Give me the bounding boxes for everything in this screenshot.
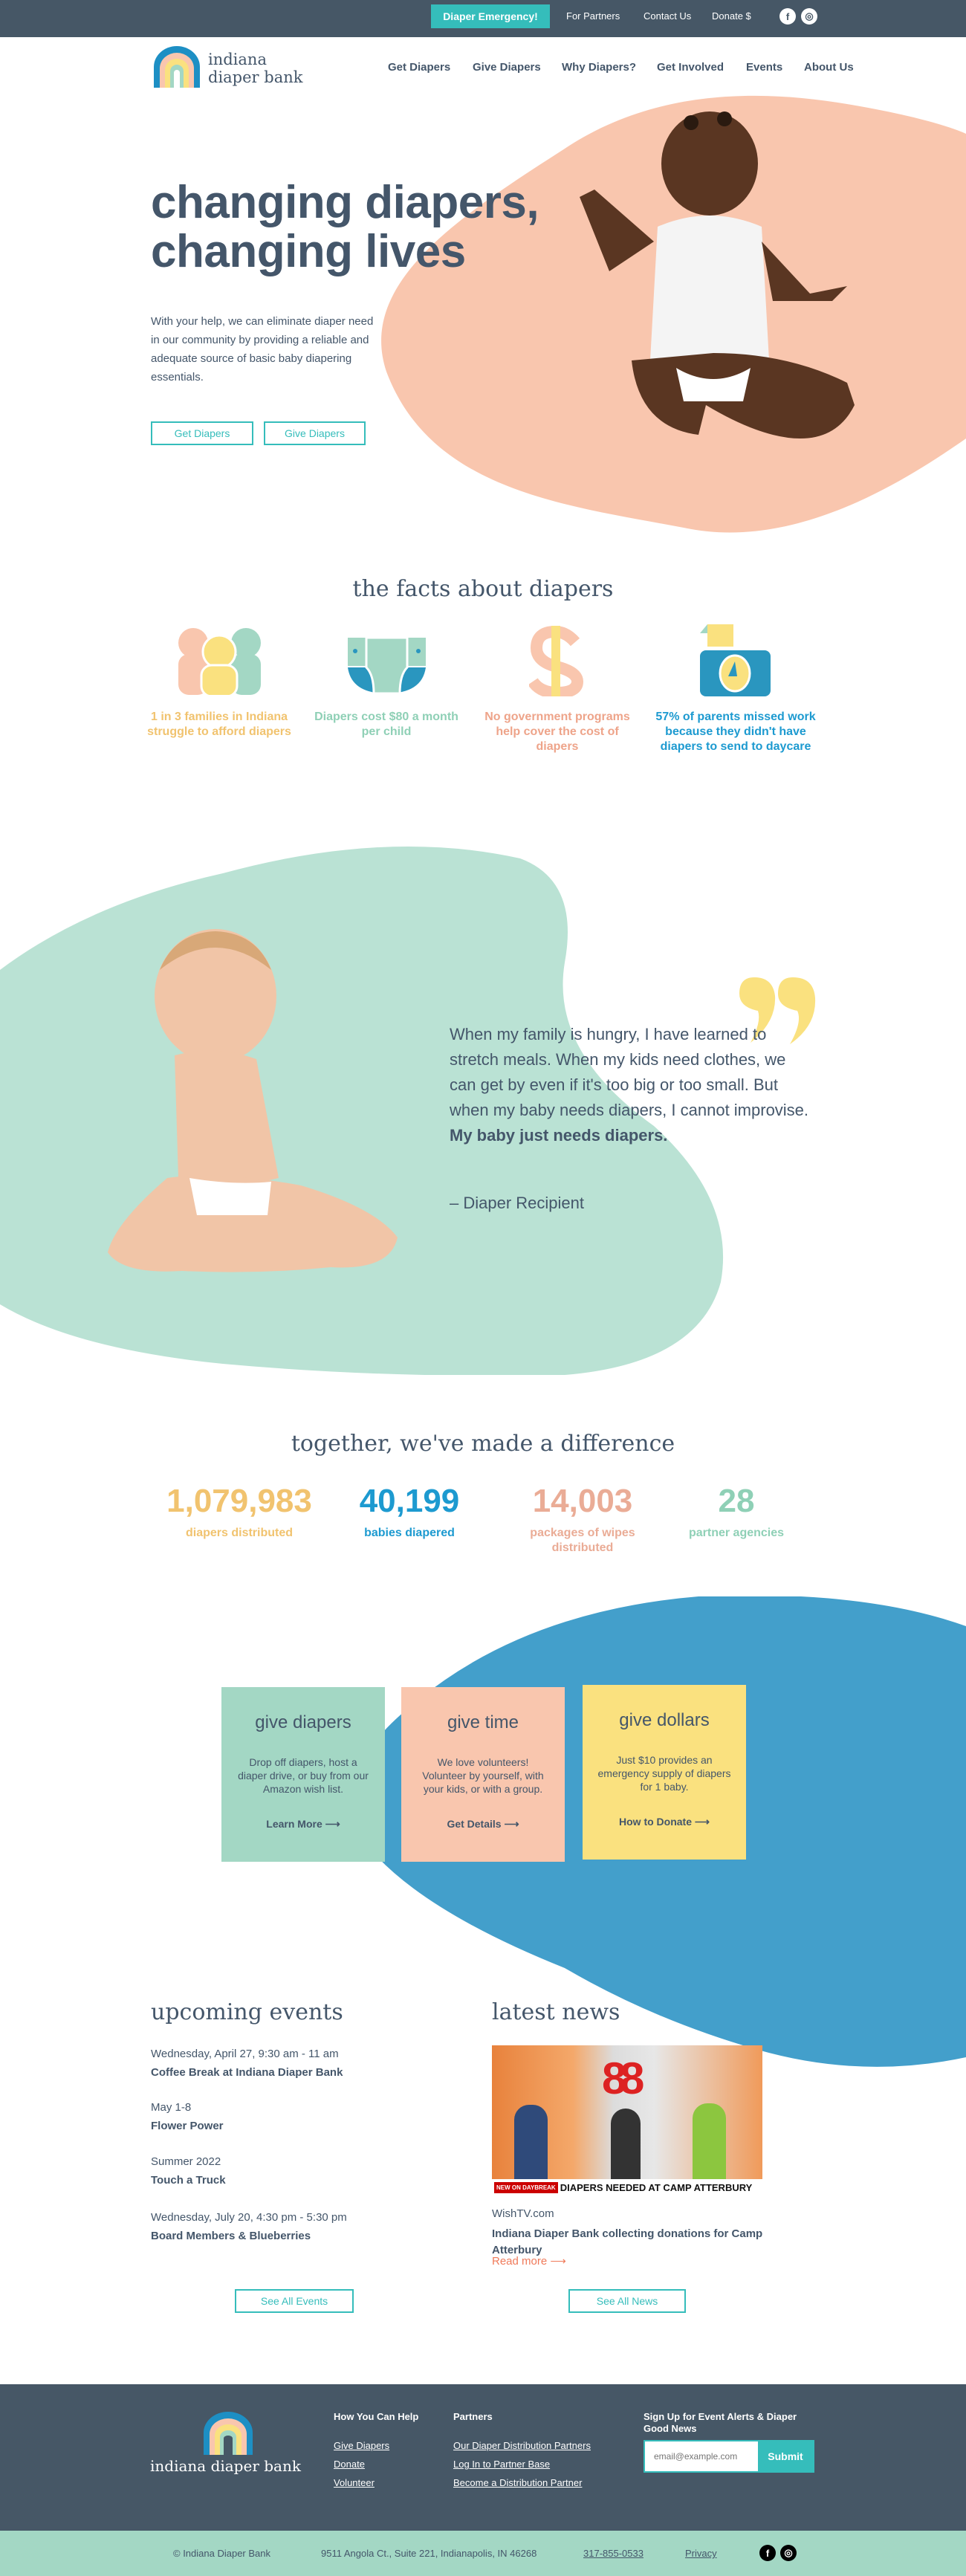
stat-diapers-value: 1,079,983 xyxy=(166,1483,312,1519)
footer-help-column: How You Can Help Give Diapers Donate Vol… xyxy=(334,2411,419,2488)
email-input[interactable] xyxy=(645,2441,758,2471)
give-diapers-card: give diapers Drop off diapers, host a dia… xyxy=(221,1687,385,1862)
see-all-news-button[interactable]: See All News xyxy=(568,2289,686,2313)
footer-partner-base-link[interactable]: Log In to Partner Base xyxy=(453,2459,551,2470)
facebook-icon[interactable]: f xyxy=(779,8,796,25)
nav-get-involved[interactable]: Get Involved xyxy=(657,61,724,74)
family-icon xyxy=(178,628,261,695)
get-details-link[interactable]: Get Details ⟶ xyxy=(447,1818,519,1830)
see-all-events-button[interactable]: See All Events xyxy=(235,2289,354,2313)
instagram-icon[interactable]: ◎ xyxy=(801,8,817,25)
give-dollars-card: give dollars Just $10 provides an emergen… xyxy=(583,1685,746,1860)
footer-bottom-bar xyxy=(0,2531,966,2576)
dollar-icon xyxy=(529,626,584,696)
nav-why-diapers[interactable]: Why Diapers? xyxy=(562,61,637,74)
testimonial-author: – Diaper Recipient xyxy=(450,1194,584,1212)
event-item[interactable]: Summer 2022 Touch a Truck xyxy=(151,2155,226,2187)
footer-distribution-partners-link[interactable]: Our Diaper Distribution Partners xyxy=(453,2440,591,2451)
news-source: WishTV.com xyxy=(492,2207,554,2220)
diaper-icon xyxy=(348,638,426,693)
stat-partners-value: 28 xyxy=(718,1483,755,1519)
address: 9511 Angola Ct., Suite 221, Indianapolis… xyxy=(321,2548,537,2559)
footer-logo-text[interactable]: indiana diaper bank xyxy=(150,2457,301,2475)
nav-give-diapers[interactable]: Give Diapers xyxy=(473,61,541,74)
signup-form: Submit xyxy=(644,2440,814,2473)
fact-families: 1 in 3 families in Indiana struggle to a… xyxy=(147,711,291,738)
fact-cost: Diapers cost $80 a month per child xyxy=(314,711,458,738)
logo-text: indiana diaper bank xyxy=(208,51,303,86)
footer-instagram-icon[interactable]: ◎ xyxy=(780,2545,797,2561)
event-item[interactable]: May 1-8 Flower Power xyxy=(151,2101,224,2132)
stat-babies-value: 40,199 xyxy=(359,1483,460,1519)
news-title[interactable]: Indiana Diaper Bank collecting donations… xyxy=(492,2227,763,2256)
signup-heading: Sign Up for Event Alerts & Diaper Good N… xyxy=(644,2411,797,2434)
testimonial-quote: When my family is hungry, I have learned… xyxy=(450,1025,809,1145)
nav-events[interactable]: Events xyxy=(746,61,783,74)
event-item[interactable]: Wednesday, April 27, 9:30 am - 11 am Coff… xyxy=(151,2048,343,2079)
nav-about-us[interactable]: About Us xyxy=(804,61,854,74)
quote-mark-icon xyxy=(739,977,816,1044)
read-more-link[interactable]: Read more ⟶ xyxy=(492,2255,566,2268)
stat-diapers-label: diapers distributed xyxy=(185,1527,294,1539)
stat-wipes-value: 14,003 xyxy=(532,1483,633,1519)
contact-us-link[interactable]: Contact Us xyxy=(644,10,692,22)
give-time-card: give time We love volunteers! Volunteer b… xyxy=(401,1687,565,1862)
submit-button[interactable]: Submit xyxy=(758,2441,813,2471)
for-partners-link[interactable]: For Partners xyxy=(566,10,620,22)
fact-government: No government programs help cover the co… xyxy=(484,711,630,753)
news-image[interactable]: 8 8 NEW ON DAYBREAK DIAPERS NEEDED AT CAM… xyxy=(492,2045,762,2196)
news-heading: latest news xyxy=(492,1999,620,2025)
footer-volunteer-link[interactable]: Volunteer xyxy=(334,2477,375,2488)
stats-heading: together, we've made a difference xyxy=(291,1431,675,1457)
hero-baby-image xyxy=(580,111,855,438)
footer-partners-column: Partners Our Diaper Distribution Partner… xyxy=(453,2411,591,2488)
event-item[interactable]: Wednesday, July 20, 4:30 pm - 5:30 pm Boa… xyxy=(151,2211,347,2242)
fact-parents: 57% of parents missed work because they … xyxy=(655,711,816,753)
donate-link[interactable]: Donate $ xyxy=(712,10,751,22)
footer-give-diapers-link[interactable]: Give Diapers xyxy=(334,2440,390,2451)
footer-facebook-icon[interactable]: f xyxy=(759,2545,776,2561)
privacy-link[interactable]: Privacy xyxy=(685,2548,717,2559)
footer-donate-link[interactable]: Donate xyxy=(334,2459,365,2470)
hero-title: changing diapers, changing lives xyxy=(151,177,539,277)
give-diapers-button[interactable]: Give Diapers xyxy=(264,421,366,445)
stat-wipes-label: packages of wipes distributed xyxy=(530,1527,635,1554)
rainbow-logo-icon xyxy=(154,46,200,88)
hero-description: With your help, we can eliminate diaper … xyxy=(151,315,374,384)
nav-get-diapers[interactable]: Get Diapers xyxy=(388,61,451,74)
events-heading: upcoming events xyxy=(151,1999,343,2025)
phone-link[interactable]: 317-855-0533 xyxy=(583,2548,644,2559)
learn-more-link[interactable]: Learn More ⟶ xyxy=(266,1818,340,1830)
how-to-donate-link[interactable]: How to Donate ⟶ xyxy=(619,1816,710,1828)
get-diapers-button[interactable]: Get Diapers xyxy=(151,421,253,445)
diaper-emergency-button[interactable]: Diaper Emergency! xyxy=(431,4,550,28)
facts-heading: the facts about diapers xyxy=(352,576,614,602)
footer-become-partner-link[interactable]: Become a Distribution Partner xyxy=(453,2477,583,2488)
stat-partners-label: partner agencies xyxy=(688,1527,785,1539)
quote-baby-image xyxy=(108,929,398,1272)
logo[interactable] xyxy=(152,45,201,91)
timecard-icon xyxy=(700,624,771,696)
footer-logo-icon xyxy=(204,2412,253,2455)
stat-babies-label: babies diapered xyxy=(364,1527,455,1539)
copyright: © Indiana Diaper Bank xyxy=(173,2548,270,2559)
